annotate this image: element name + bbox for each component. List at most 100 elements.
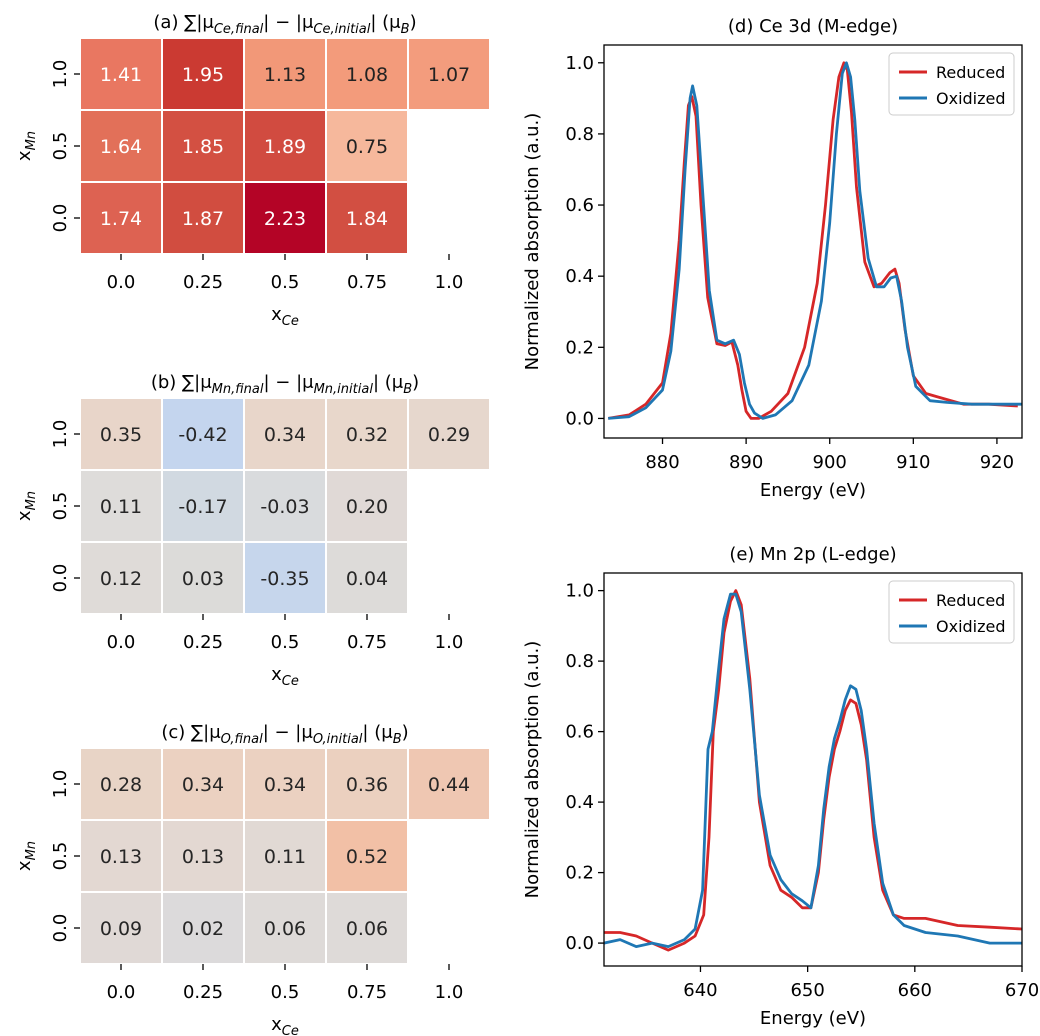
y-tick-label: 0.6: [565, 722, 594, 743]
heatmap-cell: [161, 747, 245, 821]
cell-value-label: 1.85: [182, 136, 224, 158]
cell-value-label: -0.35: [260, 568, 309, 590]
heatmap-title: (b) ∑|μMn,final| − |μMn,initial| (μB): [151, 372, 419, 397]
cell-value-label: 0.13: [182, 846, 224, 868]
cell-value-label: 1.41: [100, 64, 142, 86]
heatmap-cell: [325, 819, 409, 893]
y-axis-label: Normalized absorption (a.u.): [522, 113, 543, 371]
heatmap-cell: [161, 397, 245, 471]
cell-value-label: 1.87: [182, 208, 224, 230]
x-tick-label: 640: [683, 980, 717, 1001]
x-tick-label: 1.0: [435, 272, 464, 293]
y-tick-label: 0.4: [565, 792, 594, 813]
y-axis-label: Normalized absorption (a.u.): [522, 641, 543, 899]
y-tick-label: 0.5: [50, 492, 71, 521]
heatmap-cell: [79, 541, 163, 615]
plot-frame: [603, 572, 1023, 967]
x-tick-label: 0.5: [271, 632, 300, 653]
x-tick-label: 0.0: [107, 982, 136, 1003]
cell-value-label: -0.03: [260, 496, 309, 518]
y-axis-label: xMn: [14, 841, 39, 871]
heatmap-cell: [407, 37, 491, 111]
y-tick-label: 0.4: [565, 266, 594, 287]
x-tick-label: 0.75: [347, 632, 387, 653]
y-tick-label: 0.5: [50, 132, 71, 161]
heatmap-cell: [243, 181, 327, 255]
cell-value-label: 0.52: [346, 846, 388, 868]
x-tick-label: 1.0: [435, 632, 464, 653]
series-line-oxidized: [604, 592, 1022, 948]
y-tick-label: 0.5: [50, 842, 71, 871]
x-tick-label: 920: [980, 452, 1014, 473]
y-tick-label: 0.6: [565, 195, 594, 216]
cell-value-label: 0.32: [346, 424, 388, 446]
cell-value-label: 0.29: [428, 424, 470, 446]
cell-value-label: 0.11: [264, 846, 306, 868]
x-tick-label: 0.75: [347, 272, 387, 293]
heatmap-cell: [161, 37, 245, 111]
spectrum-e: 640 650 660 670 0.0 0.2 0.4 0.6 0.8 1.0 (e) Mn 2p …: [522, 544, 1039, 1029]
cell-value-label: 0.03: [182, 568, 224, 590]
cell-value-label: 0.28: [100, 774, 142, 796]
y-tick-label: 1.0: [50, 420, 71, 449]
heatmap-b: 0.35 -0.42 0.34 0.32 0.29 0.11 -0.17 -0.03 0.20 0…: [50, 397, 491, 653]
cell-value-label: 1.13: [264, 64, 306, 86]
x-tick-label: 0.25: [183, 272, 223, 293]
series-line-reduced: [604, 589, 1022, 952]
y-tick-label: 0.2: [565, 863, 594, 884]
cell-value-label: 0.04: [346, 568, 388, 590]
heatmap-cell: [243, 541, 327, 615]
y-tick-label: 1.0: [50, 60, 71, 89]
cell-value-label: 0.34: [264, 424, 306, 446]
y-tick-label: 1.0: [50, 770, 71, 799]
x-axis-label: xCe: [271, 664, 299, 689]
series-line-reduced: [607, 61, 1018, 420]
y-tick-label: 0.2: [565, 337, 594, 358]
cell-value-label: 1.95: [182, 64, 224, 86]
x-tick-label: 890: [729, 452, 763, 473]
heatmap-cell: [243, 109, 327, 183]
heatmap-cell: [407, 747, 491, 821]
cell-value-label: 1.84: [346, 208, 388, 230]
y-tick-label: 0.8: [565, 124, 594, 145]
spectrum-d: 880 890 900 910 920 0.0 0.2 0.4 0.6 0.8 1.0 (d) Ce …: [522, 16, 1023, 501]
cell-value-label: 2.23: [264, 208, 306, 230]
x-tick-label: 910: [896, 452, 930, 473]
cell-value-label: -0.17: [178, 496, 227, 518]
x-tick-label: 660: [898, 980, 932, 1001]
heatmap-cell: [79, 181, 163, 255]
heatmap-cell: [325, 541, 409, 615]
y-tick-label: 0.0: [565, 933, 594, 954]
cell-value-label: 0.34: [182, 774, 224, 796]
cell-value-label: -0.42: [178, 424, 227, 446]
x-tick-label: 0.25: [183, 982, 223, 1003]
heatmap-cell: [79, 397, 163, 471]
y-tick-label: 0.0: [50, 914, 71, 943]
y-tick-label: 0.0: [50, 204, 71, 233]
cell-value-label: 1.08: [346, 64, 388, 86]
legend-label: Reduced: [936, 63, 1005, 82]
plot-frame: [603, 44, 1023, 439]
heatmap-cell: [407, 397, 491, 471]
cell-value-label: 0.11: [100, 496, 142, 518]
heatmap-cell: [325, 891, 409, 965]
cell-value-label: 0.06: [346, 918, 388, 940]
cell-value-label: 0.20: [346, 496, 388, 518]
x-tick-label: 0.5: [271, 272, 300, 293]
cell-value-label: 1.89: [264, 136, 306, 158]
cell-value-label: 0.44: [428, 774, 470, 796]
x-axis-label: xCe: [271, 1014, 299, 1036]
x-tick-label: 0.0: [107, 632, 136, 653]
x-tick-label: 0.5: [271, 982, 300, 1003]
x-axis-label: Energy (eV): [760, 1008, 866, 1029]
cell-value-label: 0.75: [346, 136, 388, 158]
x-tick-label: 880: [645, 452, 679, 473]
y-tick-label: 0.0: [50, 564, 71, 593]
chart-title: (e) Mn 2p (L-edge): [729, 544, 896, 565]
cell-value-label: 0.36: [346, 774, 388, 796]
chart-title: (d) Ce 3d (M-edge): [728, 16, 898, 37]
cell-value-label: 0.06: [264, 918, 306, 940]
cell-value-label: 0.34: [264, 774, 306, 796]
x-tick-label: 0.75: [347, 982, 387, 1003]
